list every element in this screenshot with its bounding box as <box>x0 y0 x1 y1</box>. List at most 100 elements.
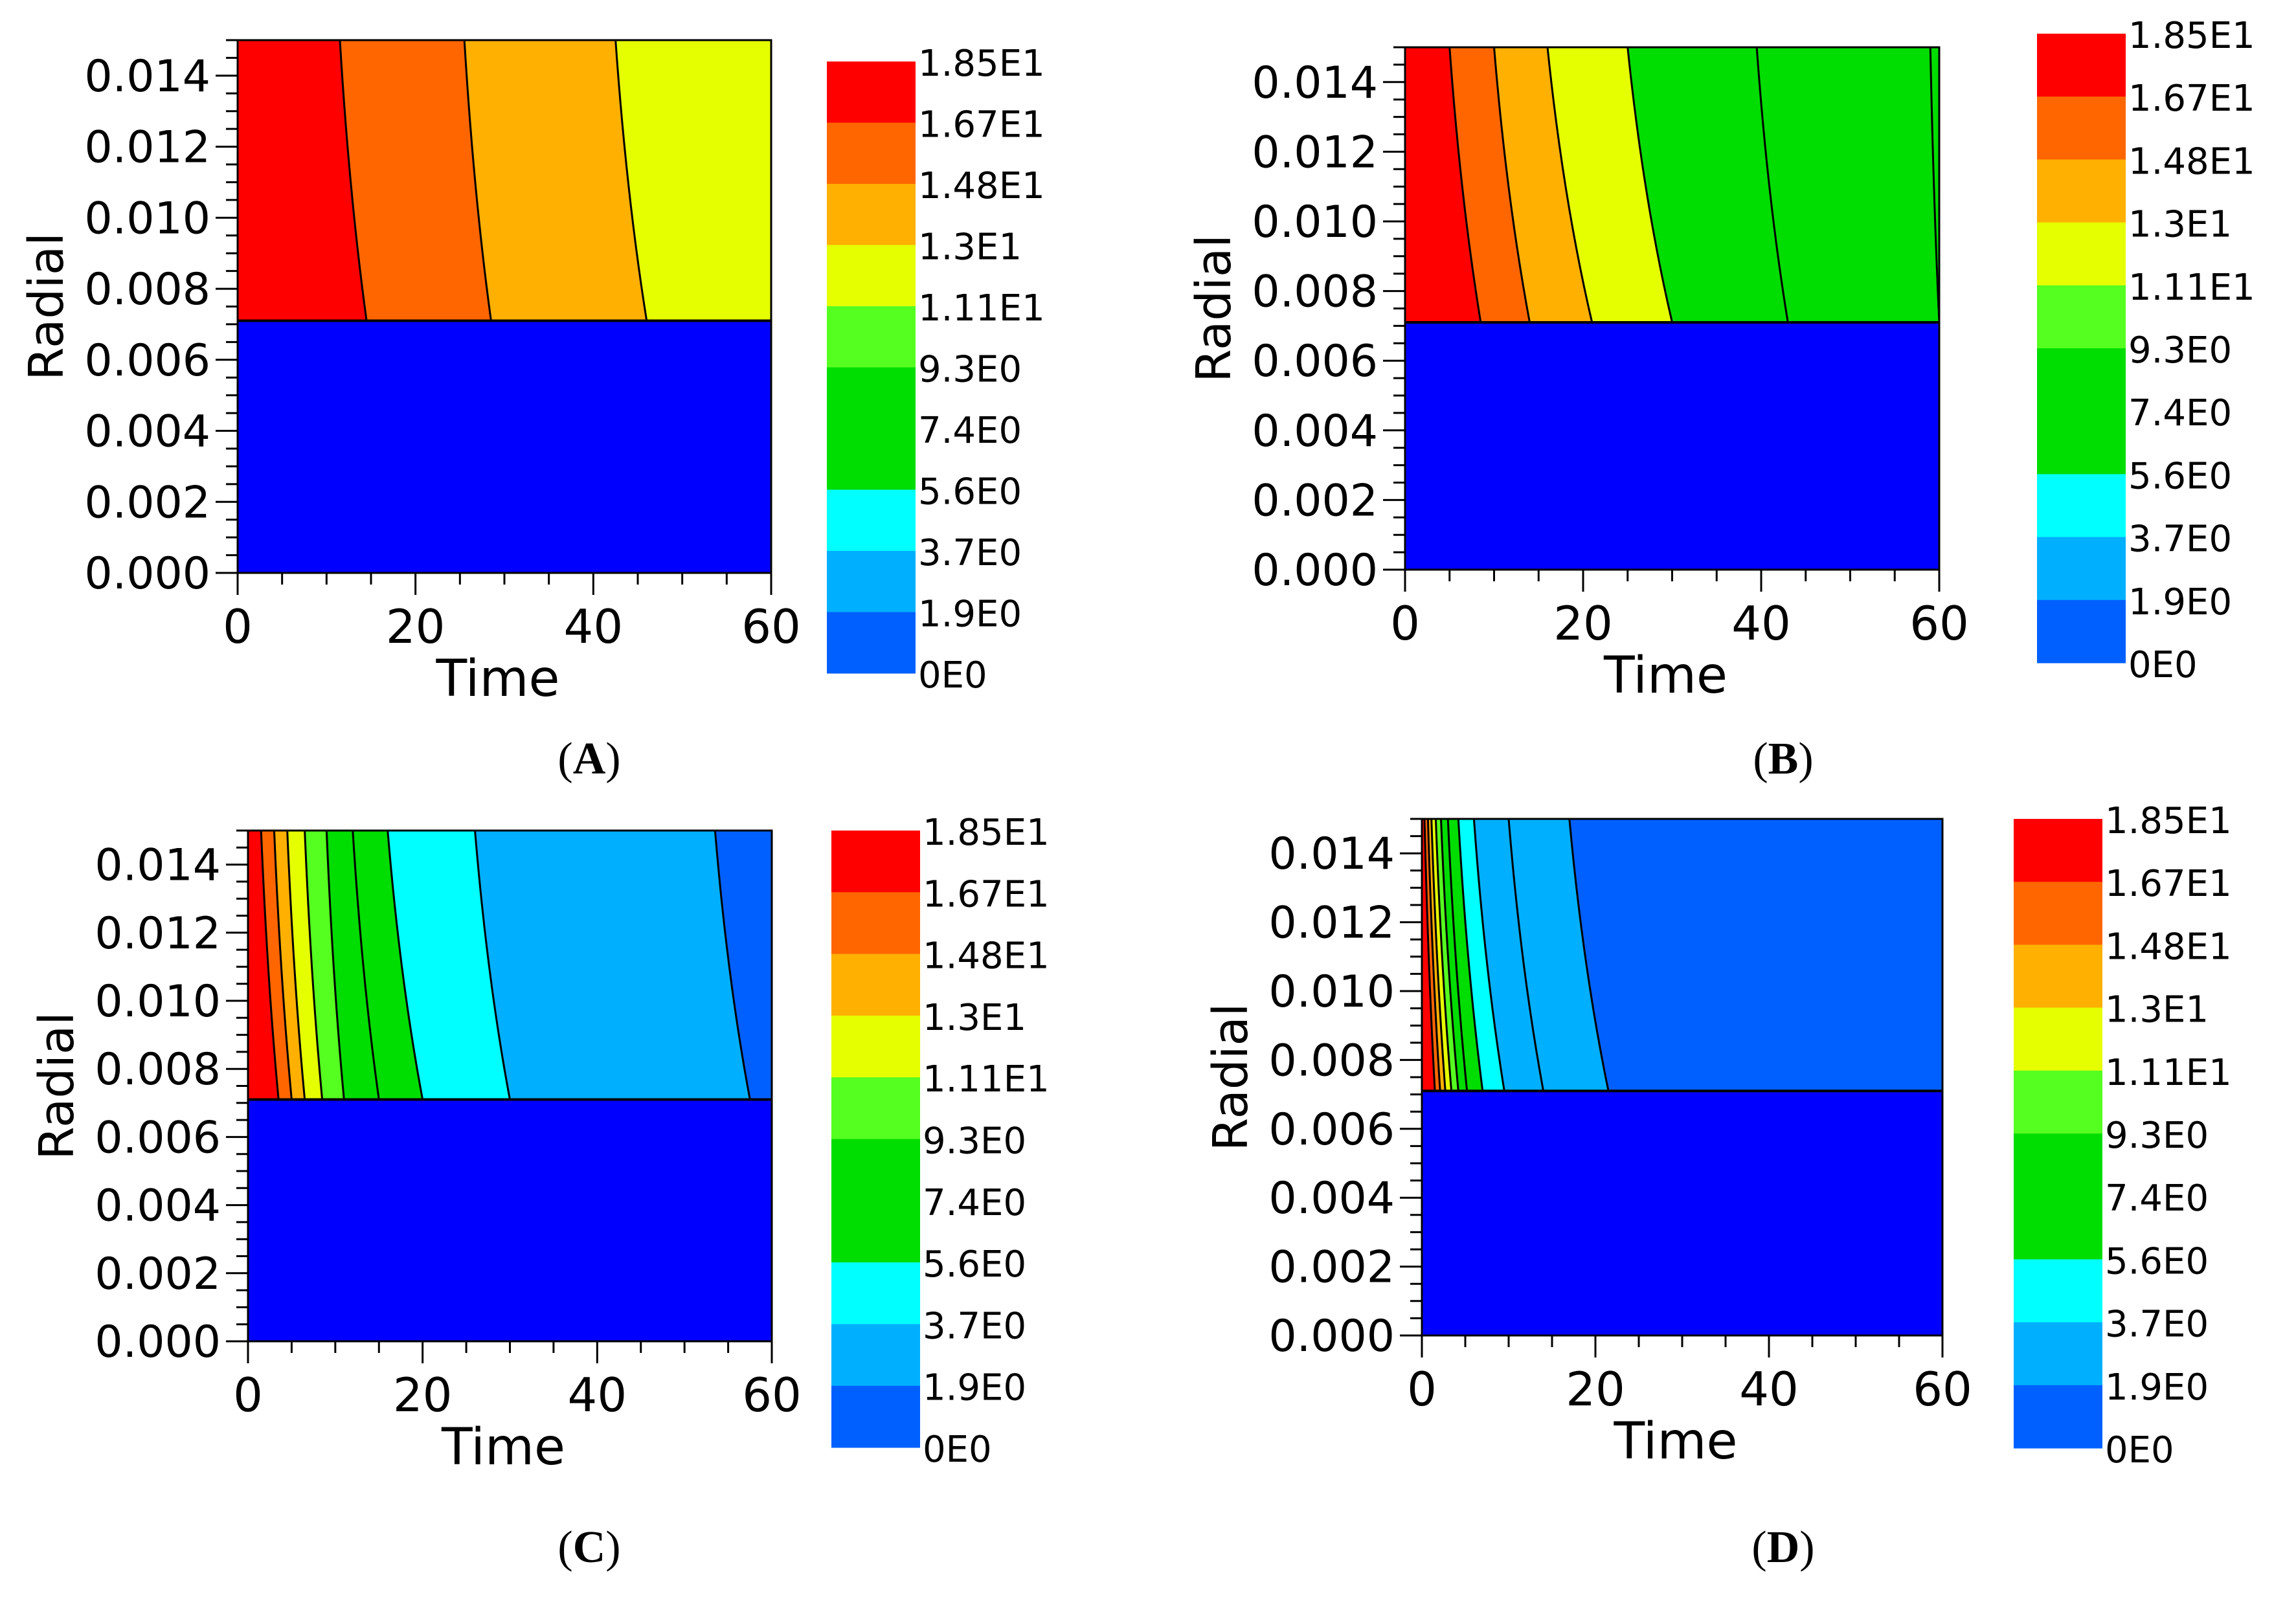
x-tick-label: 20 <box>386 599 445 654</box>
contour-line-7 <box>474 831 511 1100</box>
panel-A: 0.000 0.002 0.004 0.006 0.008 0.010 0.012 0.014… <box>19 39 1045 784</box>
colorbar-band <box>2014 1070 2102 1134</box>
contour-line-4 <box>325 831 345 1100</box>
y-tick-label: 0.008 <box>95 1044 221 1095</box>
colorbar: 1.85E1 1.67E1 1.48E1 1.3E1 1.11E1 9.3E0 7.4E0 5… <box>2014 800 2232 1471</box>
y-tick-label: 0.004 <box>1268 1173 1395 1224</box>
colorbar-label: 1.67E1 <box>2128 78 2255 120</box>
x-tick-label: 20 <box>393 1368 453 1422</box>
y-tick-label: 0.000 <box>1252 545 1378 596</box>
colorbar-label: 3.7E0 <box>2128 519 2232 561</box>
panel-caption: (B) <box>1753 734 1813 784</box>
y-tick-label: 0.014 <box>95 840 221 891</box>
y-axis-label: Radial <box>29 1012 85 1160</box>
colorbar-label: 1.11E1 <box>918 287 1045 329</box>
colorbar-label: 1.3E1 <box>2105 989 2209 1031</box>
y-tick-label: 0.004 <box>84 407 210 458</box>
colorbar-band <box>2014 1259 2102 1323</box>
x-tick-label: 60 <box>742 1368 802 1422</box>
x-axis-label: Time <box>1614 1413 1738 1471</box>
colorbar-label: 1.3E1 <box>918 227 1022 269</box>
colorbar-label: 1.9E0 <box>923 1367 1026 1409</box>
y-tick-label: 0.006 <box>95 1112 221 1163</box>
colorbar-band <box>827 61 916 123</box>
y-tick-label: 0.014 <box>1252 58 1378 109</box>
colorbar-band <box>831 1385 920 1448</box>
y-tick-label: 0.014 <box>84 51 210 102</box>
x-tick-label: 40 <box>564 599 624 654</box>
colorbar-band <box>827 122 916 184</box>
contour-line-0 <box>1423 819 1436 1091</box>
substrate-region <box>1405 322 1939 570</box>
panel-caption: (A) <box>557 734 620 784</box>
contour-line-5 <box>1929 47 1939 323</box>
contour-line-4 <box>1755 47 1789 323</box>
colorbar-band <box>2037 222 2126 286</box>
colorbar-band <box>831 954 920 1016</box>
colorbar: 1.85E1 1.67E1 1.48E1 1.3E1 1.11E1 9.3E0 7.4E0 5… <box>2037 15 2255 686</box>
contour-line-2 <box>1430 819 1446 1091</box>
contour-line-6 <box>387 831 424 1100</box>
colorbar-label: 1.67E1 <box>923 873 1050 915</box>
colorbar-band <box>827 612 916 674</box>
contour-line-1 <box>463 40 492 321</box>
colorbar-label: 1.85E1 <box>923 812 1050 854</box>
colorbar-band <box>827 184 916 245</box>
colorbar-band <box>827 367 916 429</box>
x-tick-label: 20 <box>1566 1362 1625 1416</box>
plot-area <box>238 40 771 573</box>
contour-line-5 <box>352 831 380 1100</box>
colorbar-label: 0E0 <box>2105 1429 2174 1471</box>
colorbar-label: 1.9E0 <box>2105 1367 2209 1409</box>
y-tick-label: 0.000 <box>1268 1311 1395 1362</box>
contour-line-3 <box>304 831 324 1100</box>
colorbar-label: 1.48E1 <box>918 165 1045 207</box>
contour-line-1 <box>1426 819 1441 1091</box>
colorbar-band <box>2014 944 2102 1009</box>
colorbar-band <box>2014 1322 2102 1386</box>
colorbar-label: 7.4E0 <box>2105 1178 2209 1220</box>
panel-caption: (C) <box>557 1523 620 1572</box>
substrate-region <box>248 1099 772 1341</box>
colorbar-label: 5.6E0 <box>918 471 1022 513</box>
colorbar-label: 5.6E0 <box>2105 1240 2209 1282</box>
y-tick-label: 0.014 <box>1268 829 1395 880</box>
substrate-region <box>238 320 771 573</box>
contour-line-0 <box>1448 47 1482 323</box>
y-tick-label: 0.010 <box>1252 197 1378 248</box>
colorbar-band <box>827 489 916 552</box>
colorbar-label: 3.7E0 <box>923 1305 1026 1347</box>
colorbar-band <box>2014 1134 2102 1197</box>
x-tick-label: 60 <box>1909 596 1969 651</box>
colorbar-band <box>827 306 916 368</box>
contour-line-3 <box>1434 819 1453 1091</box>
x-tick-label: 40 <box>1739 1362 1799 1416</box>
x-tick-label: 60 <box>1913 1362 1972 1416</box>
colorbar-band <box>831 1139 920 1201</box>
x-tick-label: 40 <box>568 1368 627 1422</box>
y-tick-label: 0.002 <box>84 477 210 528</box>
colorbar-label: 5.6E0 <box>2128 455 2232 497</box>
colorbar-label: 0E0 <box>918 654 987 697</box>
contour-line-5 <box>1446 819 1469 1091</box>
contour-line-2 <box>1546 47 1593 323</box>
colorbar-label: 9.3E0 <box>2128 329 2232 372</box>
contour-line-2 <box>614 40 648 321</box>
region-0 <box>238 40 367 321</box>
colorbar-band <box>831 1324 920 1387</box>
colorbar-band <box>831 831 920 893</box>
colorbar-band <box>2037 159 2126 223</box>
colorbar-label: 7.4E0 <box>2128 392 2232 434</box>
y-tick-label: 0.002 <box>95 1249 221 1300</box>
y-tick-label: 0.008 <box>84 264 210 315</box>
colorbar-band <box>831 1077 920 1139</box>
plot-area <box>1422 819 1942 1335</box>
x-tick-label: 0 <box>233 1368 263 1422</box>
colorbar-band <box>2037 474 2126 538</box>
y-tick-label: 0.008 <box>1268 1035 1395 1086</box>
y-tick-label: 0.012 <box>95 908 221 959</box>
x-tick-label: 0 <box>223 599 253 654</box>
y-tick-label: 0.006 <box>84 335 210 386</box>
x-tick-label: 40 <box>1731 596 1791 651</box>
panel-D: 0.000 0.002 0.004 0.006 0.008 0.010 0.012 0.014… <box>1203 800 2232 1572</box>
